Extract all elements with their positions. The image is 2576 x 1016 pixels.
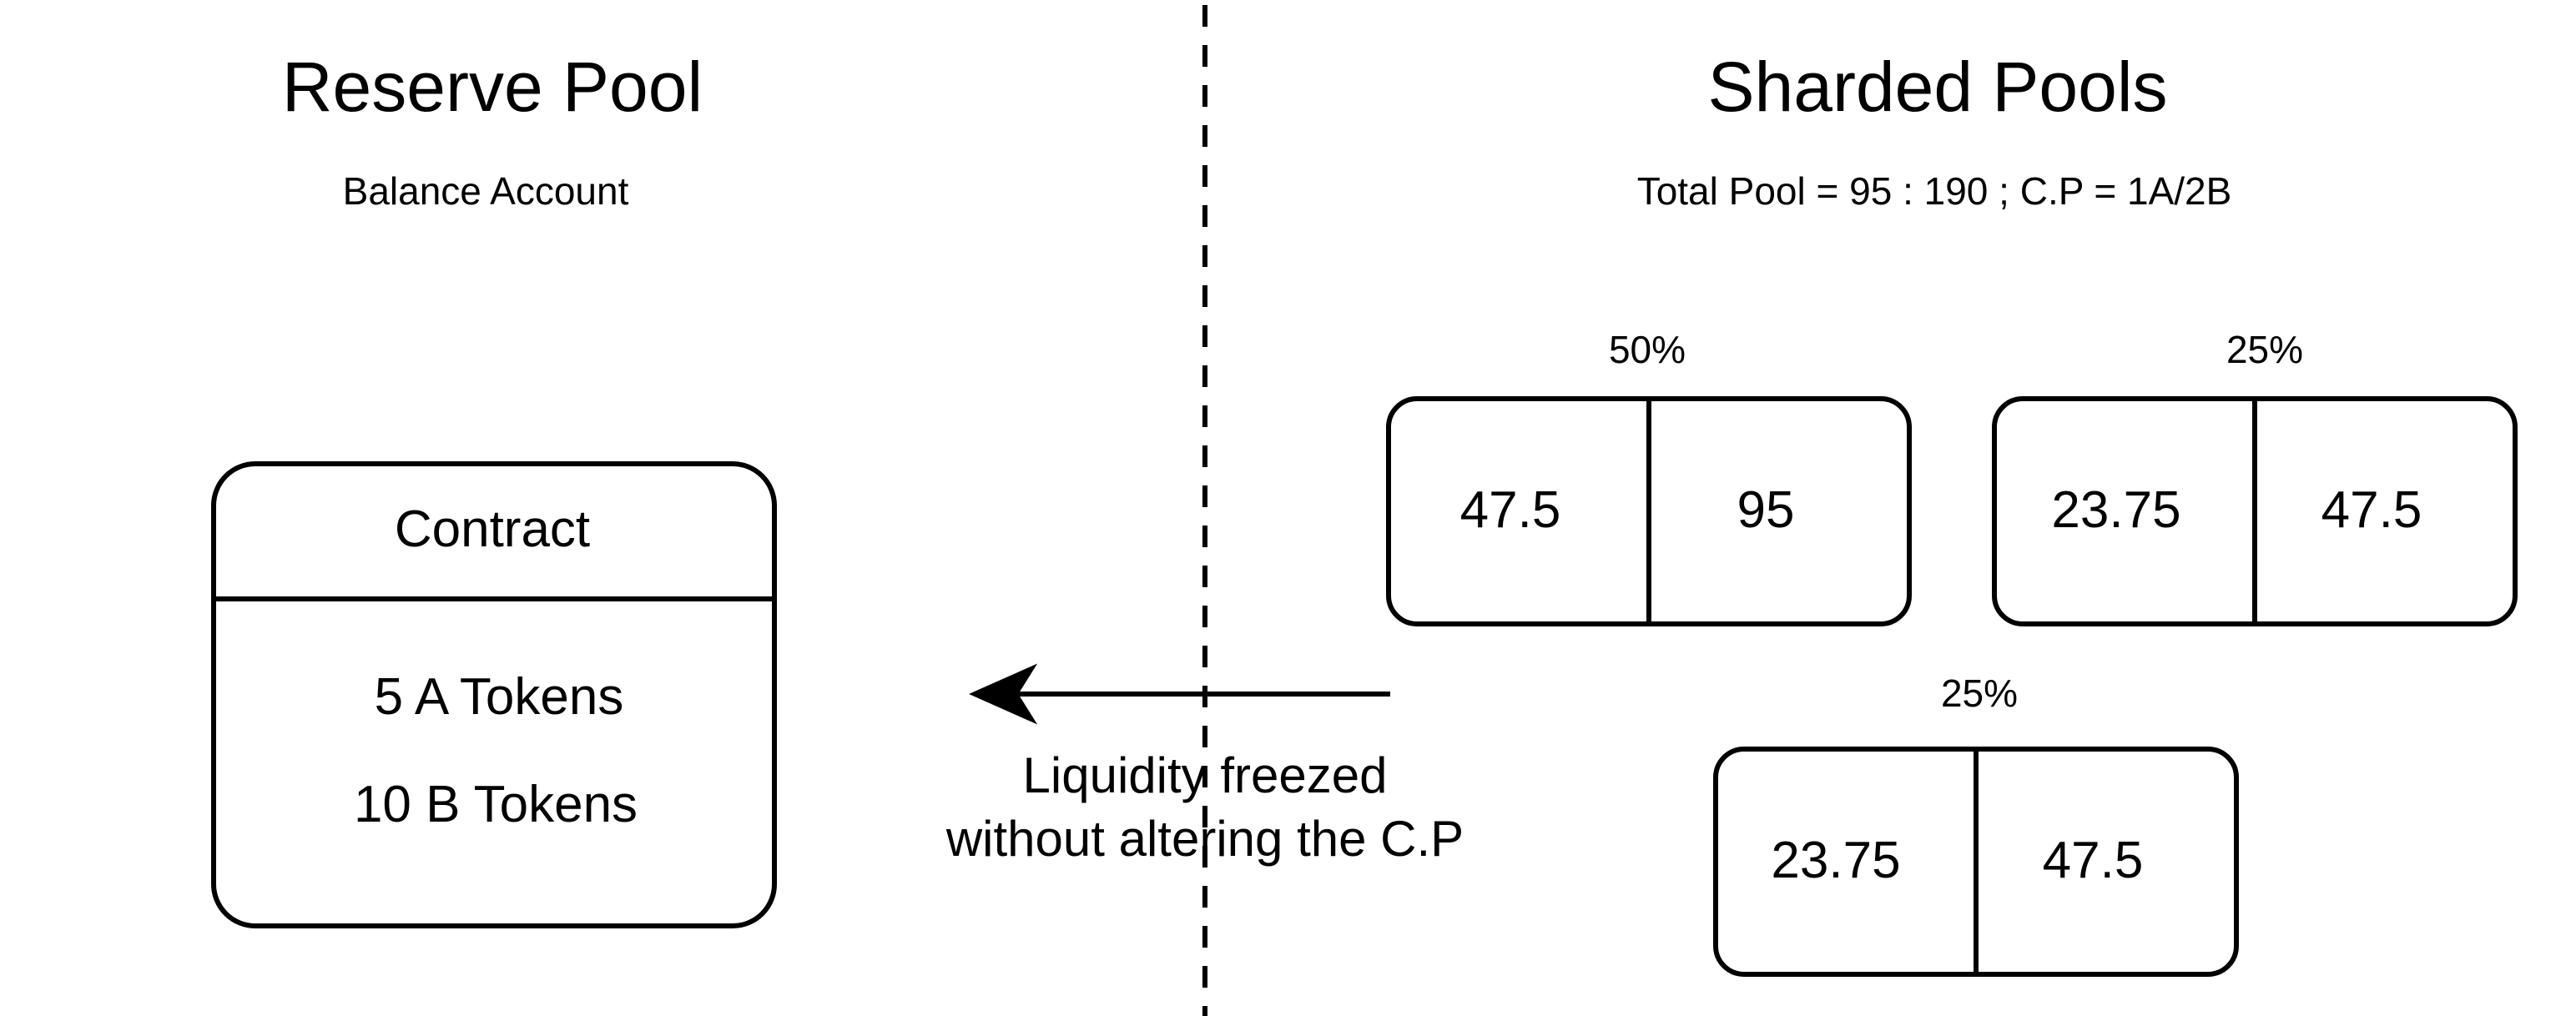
sharded-pools-title: Sharded Pools bbox=[1707, 48, 2168, 126]
pool-2-percent: 25% bbox=[2226, 328, 2304, 371]
liquidity-arrow bbox=[969, 663, 1390, 725]
contract-line-b-tokens: 10 B Tokens bbox=[354, 776, 638, 833]
pool-3-token-a: 23.75 bbox=[1771, 832, 1900, 889]
contract-line-a-tokens: 5 A Tokens bbox=[375, 668, 624, 726]
pool-2-token-b: 47.5 bbox=[2321, 481, 2422, 539]
pool-3-percent: 25% bbox=[1940, 671, 2019, 715]
pool-2-box: 23.75 47.5 bbox=[1992, 396, 2518, 626]
pool-2-token-a: 23.75 bbox=[2051, 481, 2180, 539]
reserve-pool-subtitle: Balance Account bbox=[342, 169, 629, 213]
pool-1-box: 47.5 95 bbox=[1386, 396, 1912, 626]
arrow-label-line-1: Liquidity freezed bbox=[1023, 747, 1388, 803]
pool-1-token-a: 47.5 bbox=[1460, 481, 1561, 539]
pool-1-token-b: 95 bbox=[1737, 481, 1795, 539]
sharded-pools-subtitle: Total Pool = 95 : 190 ; C.P = 1A/2B bbox=[1636, 169, 2232, 213]
reserve-pool-title: Reserve Pool bbox=[281, 48, 703, 126]
pool-3-box: 23.75 47.5 bbox=[1713, 747, 2239, 977]
contract-box: Contract 5 A Tokens 10 B Tokens bbox=[211, 461, 777, 928]
contract-header: Contract bbox=[395, 500, 590, 558]
pool-3-token-b: 47.5 bbox=[2043, 832, 2144, 889]
pool-1-percent: 50% bbox=[1608, 328, 1686, 371]
arrow-label-line-2: without altering the C.P bbox=[945, 811, 1464, 867]
